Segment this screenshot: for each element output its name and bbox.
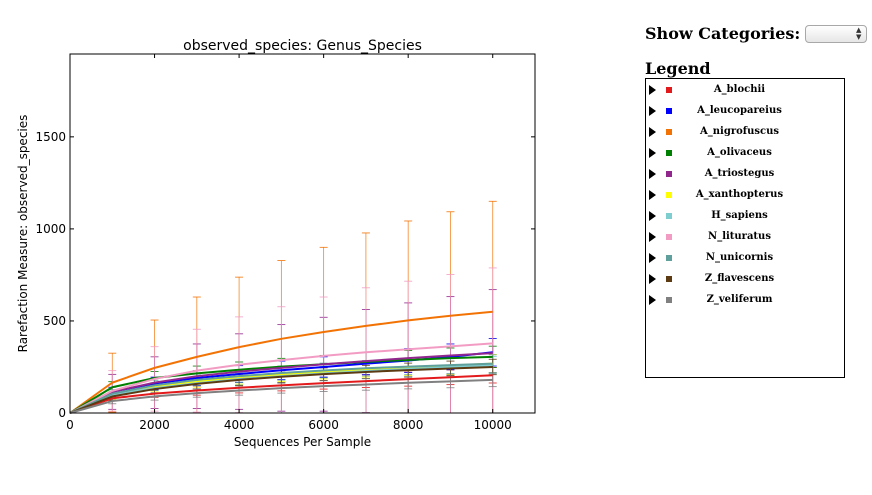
expand-triangle-icon[interactable] [649, 169, 656, 179]
legend-swatch [666, 192, 672, 198]
series-line-z_flavescens [69, 365, 493, 414]
plot-frame [69, 53, 536, 414]
legend-label: Z_veliferum [706, 294, 773, 305]
x-tick-label: 2000 [139, 418, 170, 432]
legend-label: N_lituratus [708, 231, 771, 242]
expand-triangle-icon[interactable] [649, 127, 656, 137]
expand-triangle-icon[interactable] [649, 295, 656, 305]
x-axis-label: Sequences Per Sample [234, 435, 371, 449]
expand-triangle-icon[interactable] [649, 148, 656, 158]
legend-item-a_nigrofuscus[interactable]: A_nigrofuscus [646, 122, 844, 142]
category-selector: Show Categories: ▲ ▼ [645, 24, 868, 43]
legend-swatch [666, 234, 672, 240]
legend-label: A_blochii [713, 84, 766, 95]
legend-item-a_olivaceus[interactable]: A_olivaceus [646, 143, 844, 163]
legend-item-a_blochii[interactable]: A_blochii [646, 80, 844, 100]
series-line-a_triostegus [69, 352, 493, 414]
legend-item-n_unicornis[interactable]: N_unicornis [646, 248, 844, 268]
legend-label: A_xanthopterus [695, 189, 784, 200]
expand-triangle-icon[interactable] [649, 274, 656, 284]
chart-svg: observed_species: Genus_Species 0 2000 4000… [16, 38, 536, 449]
legend-swatch [666, 87, 672, 93]
legend-item-n_lituratus[interactable]: N_lituratus [646, 227, 844, 247]
expand-triangle-icon[interactable] [649, 190, 656, 200]
legend-item-z_veliferum[interactable]: Z_veliferum [646, 290, 844, 310]
legend-swatch [666, 129, 672, 135]
x-tick-label: 6000 [308, 418, 339, 432]
y-tick-label: 1500 [35, 130, 66, 144]
legend-swatch [666, 255, 672, 261]
legend-label: H_sapiens [711, 210, 768, 221]
series-line-n_lituratus [69, 342, 493, 414]
dropdown-arrows-icon: ▲ ▼ [855, 25, 862, 41]
category-dropdown[interactable]: ▲ ▼ [805, 24, 868, 43]
y-tick-label: 0 [58, 406, 66, 420]
x-tick-label: 8000 [393, 418, 424, 432]
y-tick-label: 1000 [35, 222, 66, 236]
series-line-z_veliferum [69, 378, 493, 414]
series-line-a_blochii [69, 374, 493, 414]
legend-swatch [666, 276, 672, 282]
x-tick-label: 10000 [474, 418, 512, 432]
series-line-a_olivaceus [69, 355, 493, 414]
y-axis-label: Rarefaction Measure: observed_species [16, 115, 30, 353]
expand-triangle-icon[interactable] [649, 211, 656, 221]
expand-triangle-icon[interactable] [649, 106, 656, 116]
legend-title: Legend [645, 59, 711, 78]
legend-box: A_blochii A_leucopareius A_nigrofuscus A_ol… [645, 78, 845, 378]
legend-label: A_leucopareius [697, 105, 782, 116]
legend-label: A_olivaceus [707, 147, 772, 158]
expand-triangle-icon[interactable] [649, 85, 656, 95]
legend-swatch [666, 108, 672, 114]
chart-title: observed_species: Genus_Species [183, 38, 422, 54]
legend-item-a_xanthopterus[interactable]: A_xanthopterus [646, 185, 844, 205]
legend-swatch [666, 213, 672, 219]
legend-label: A_triostegus [704, 168, 775, 179]
series-line-n_unicornis [69, 362, 493, 414]
legend-label: Z_flavescens [704, 273, 775, 284]
x-tick-label: 0 [66, 418, 74, 432]
legend-item-a_leucopareius[interactable]: A_leucopareius [646, 101, 844, 121]
legend-swatch [666, 297, 672, 303]
legend-item-a_triostegus[interactable]: A_triostegus [646, 164, 844, 184]
rarefaction-chart: observed_species: Genus_Species 0 2000 4000… [16, 38, 536, 449]
categories-label: Show Categories: [645, 24, 801, 43]
legend-label: N_unicornis [705, 252, 774, 263]
legend-swatch [666, 171, 672, 177]
legend-item-h_sapiens[interactable]: H_sapiens [646, 206, 844, 226]
legend-item-z_flavescens[interactable]: Z_flavescens [646, 269, 844, 289]
expand-triangle-icon[interactable] [649, 232, 656, 242]
series-line-a_nigrofuscus [69, 310, 493, 414]
expand-triangle-icon[interactable] [649, 253, 656, 263]
y-tick-label: 500 [43, 314, 66, 328]
legend-swatch [666, 150, 672, 156]
legend-label: A_nigrofuscus [700, 126, 779, 137]
x-tick-label: 4000 [224, 418, 255, 432]
